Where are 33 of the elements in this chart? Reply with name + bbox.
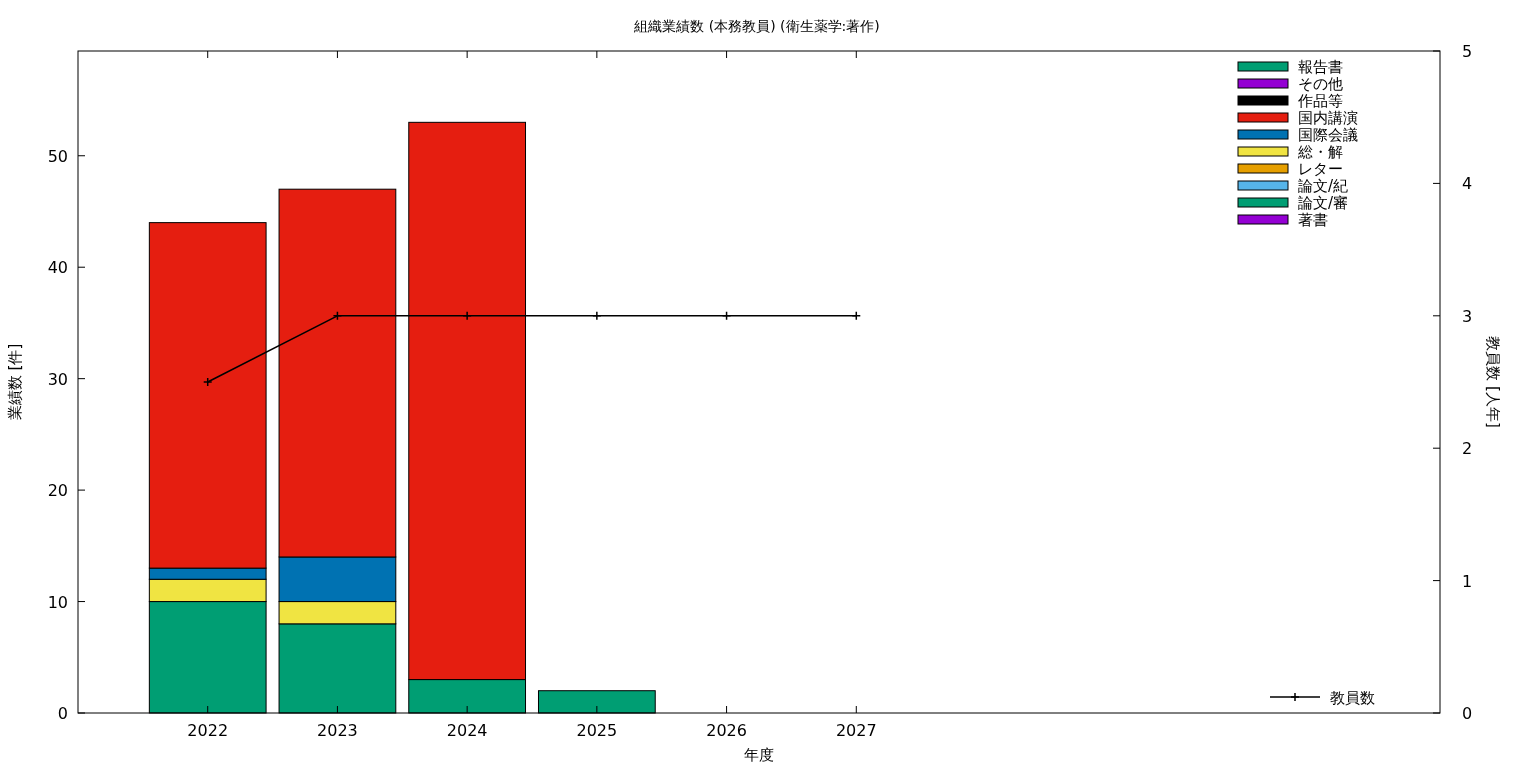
legend-label: 論文/審 [1298,194,1349,212]
y-tick-label: 40 [47,258,68,278]
x-tick-label: 2023 [317,721,358,740]
y-tick-label: 30 [47,369,68,389]
legend-label: 教員数 [1330,689,1375,707]
x-tick-label: 2026 [706,721,747,740]
y-tick-label: 10 [47,592,68,612]
chart-title: 組織業績数 (本務教員) (衛生薬学:著作) [633,18,880,34]
y-tick-label: 50 [47,146,68,166]
legend-label: レター [1298,160,1343,178]
y-tick-label: 20 [47,481,68,501]
x-tick-label: 2022 [187,721,229,740]
legend-label: その他 [1298,75,1343,93]
y2-axis-title: 教員数 [人年] [1484,336,1502,428]
y2-tick-label: 0 [1462,704,1473,723]
legend-label: 報告書 [1298,58,1343,76]
y2-tick-label: 5 [1462,42,1473,61]
x-axis-title: 年度 [744,746,774,764]
legend-label: 著書 [1298,211,1328,229]
legend-label: 総・解 [1297,143,1343,161]
x-tick-label: 2024 [446,721,488,740]
y2-tick-label: 3 [1462,306,1473,326]
legend-label: 論文/紀 [1298,177,1349,195]
y2-tick-label: 4 [1462,174,1473,194]
legend-label: 作品等 [1297,92,1343,110]
y-axis-title: 業績数 [件] [6,343,24,421]
x-tick-label: 2027 [835,721,877,740]
x-tick-label: 2025 [576,721,618,740]
y2-tick-label: 2 [1462,439,1473,459]
legend-label: 国内講演 [1298,109,1358,127]
y-tick-label: 0 [57,704,68,723]
legend-label: 国際会議 [1298,126,1358,144]
y2-tick-label: 1 [1462,571,1473,591]
